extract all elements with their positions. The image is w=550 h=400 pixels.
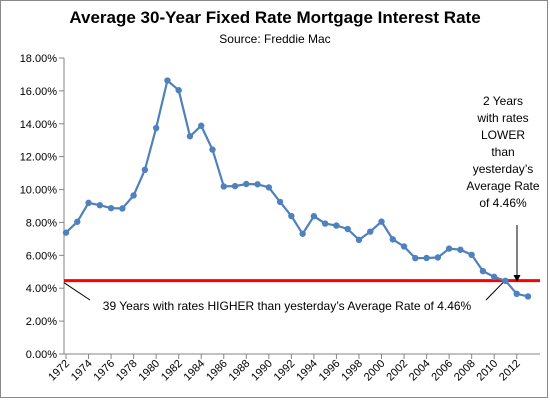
x-tick-label: 2004: [407, 358, 433, 384]
data-point: [378, 218, 385, 225]
data-point: [152, 124, 160, 132]
x-tick-label: 1974: [69, 358, 95, 384]
x-tick-label: 1996: [317, 358, 343, 384]
y-tick-label: 12.00%: [20, 152, 58, 164]
data-point: [355, 236, 363, 244]
data-point: [502, 277, 509, 285]
chart-title: Average 30-Year Fixed Rate Mortgage Inte…: [69, 8, 481, 27]
data-point: [457, 246, 464, 253]
data-point: [96, 201, 104, 209]
y-axis-ticks: 0.00% 2.00% 4.00% 6.00% 8.00% 10.00% 12.00% 14.…: [20, 53, 64, 361]
y-tick-label: 18.00%: [20, 53, 58, 65]
data-point: [423, 254, 430, 262]
data-point: [288, 212, 295, 220]
lower-annotation-line: than: [491, 145, 514, 159]
lower-annotation-line: of 4.46%: [479, 196, 527, 210]
higher-annotation-pointer-right: [485, 282, 504, 301]
data-point: [198, 122, 205, 129]
data-point: [344, 225, 351, 233]
x-tick-label: 2002: [384, 358, 410, 384]
data-point: [468, 251, 475, 259]
x-tick-label: 1988: [227, 358, 253, 384]
data-point: [479, 267, 487, 275]
data-point: [276, 198, 284, 206]
data-point: [412, 254, 419, 262]
higher-annotation-pointer: [63, 282, 91, 301]
data-point: [333, 222, 340, 229]
data-point: [119, 205, 126, 212]
data-point: [367, 228, 374, 235]
series-group: [62, 77, 532, 300]
y-tick-label: 10.00%: [20, 185, 58, 197]
chart-subtitle: Source: Freddie Mac: [219, 32, 331, 46]
lower-rates-annotation: 2 Years with rates LOWER than yesterday’s Ave…: [466, 94, 539, 210]
data-point: [141, 166, 149, 174]
data-point: [434, 254, 442, 261]
series-line: [65, 78, 529, 298]
data-point: [400, 243, 408, 250]
data-point: [107, 204, 115, 212]
lower-annotation-line: Average Rate: [466, 179, 539, 193]
annotation-arrowhead: [513, 275, 521, 282]
data-point: [164, 77, 171, 84]
lower-annotation-line: yesterday’s: [473, 162, 533, 176]
data-point: [243, 180, 250, 188]
data-point: [254, 181, 261, 188]
data-point: [130, 192, 137, 199]
x-tick-label: 1984: [182, 358, 208, 384]
y-tick-label: 2.00%: [26, 316, 57, 328]
data-point: [74, 218, 81, 225]
x-tick-label: 2012: [497, 358, 523, 384]
data-point: [524, 293, 532, 300]
x-tick-label: 1976: [91, 358, 117, 384]
data-point: [220, 183, 227, 190]
data-point: [62, 229, 70, 236]
x-tick-label: 2000: [362, 358, 388, 384]
data-point: [490, 273, 498, 281]
x-tick-label: 2008: [452, 358, 478, 384]
lower-annotation-line: with rates: [476, 111, 528, 125]
x-tick-label: 1994: [294, 358, 320, 384]
x-tick-label: 1978: [114, 358, 140, 384]
data-point: [445, 245, 453, 252]
data-point: [231, 182, 239, 190]
data-point: [299, 230, 306, 237]
y-tick-label: 0.00%: [26, 349, 57, 361]
data-point: [186, 133, 194, 140]
y-tick-label: 8.00%: [26, 217, 57, 229]
data-point: [321, 220, 329, 227]
x-tick-label: 2010: [475, 358, 501, 384]
x-tick-label: 1992: [272, 358, 298, 384]
data-point: [513, 290, 520, 298]
data-point: [389, 236, 396, 243]
x-tick-label: 1982: [159, 358, 185, 384]
x-axis-ticks: 1972197419761978198019821984198619881990…: [46, 354, 523, 383]
x-tick-label: 1998: [339, 358, 365, 384]
annotations: 39 Years with rates HIGHER than yesterda…: [63, 94, 540, 313]
axes: [63, 58, 540, 355]
data-point: [310, 212, 318, 220]
x-tick-label: 1986: [204, 358, 230, 384]
x-tick-label: 1990: [249, 358, 275, 384]
y-tick-label: 16.00%: [20, 86, 58, 98]
lower-annotation-line: LOWER: [481, 128, 525, 142]
y-tick-label: 6.00%: [26, 250, 57, 262]
lower-annotation-line: 2 Years: [483, 94, 523, 108]
x-tick-label: 2006: [429, 358, 455, 384]
data-point: [175, 87, 182, 94]
data-point: [265, 184, 273, 191]
x-tick-label: 1980: [136, 358, 162, 384]
y-tick-label: 14.00%: [20, 119, 58, 131]
data-point: [85, 199, 92, 207]
y-tick-label: 4.00%: [26, 283, 57, 295]
higher-rates-annotation: 39 Years with rates HIGHER than yesterda…: [103, 299, 472, 313]
data-point: [209, 146, 216, 153]
x-tick-label: 1972: [46, 358, 72, 384]
